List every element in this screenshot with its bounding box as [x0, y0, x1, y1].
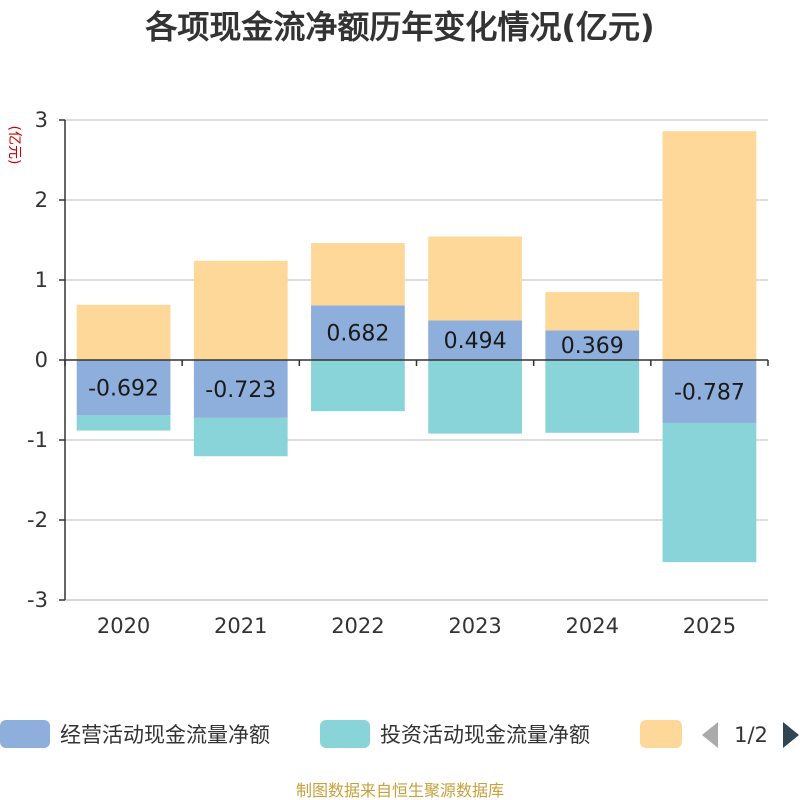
data-label-2024: 0.369 — [561, 334, 624, 359]
y-tick-label: -1 — [27, 428, 48, 452]
legend-label[interactable]: 投资活动现金流量净额 — [380, 723, 590, 747]
bar-series-3-2024[interactable] — [545, 292, 640, 331]
bar-series-1-2020[interactable] — [76, 360, 171, 416]
y-axis-label: (亿元) — [6, 126, 22, 165]
bar-series-2-2023[interactable] — [428, 360, 522, 434]
data-label-2020: -0.692 — [88, 377, 159, 402]
bar-series-1-2022[interactable] — [311, 305, 405, 360]
axes: -3 -2 -1 0 1 2 3 2020 2021 2022 2023 2024 2025 — [27, 108, 769, 638]
bar-series-2-2024[interactable] — [545, 360, 640, 433]
bar-series-1-2024[interactable] — [545, 330, 640, 360]
bar-series-3-2020[interactable] — [76, 304, 171, 360]
y-tick-label: 2 — [35, 188, 48, 212]
legend-swatch[interactable] — [320, 720, 370, 748]
x-tick-label: 2025 — [683, 614, 736, 638]
grid-lines — [65, 119, 768, 601]
data-label-2023: 0.494 — [444, 329, 507, 354]
x-tick-label: 2022 — [331, 614, 384, 638]
x-tick-label: 2020 — [97, 614, 150, 638]
x-tick-label: 2021 — [214, 614, 267, 638]
bar-series-3-2023[interactable] — [428, 236, 522, 321]
y-tick-label: -2 — [27, 508, 48, 532]
x-tick-label: 2024 — [566, 614, 619, 638]
data-label-2021: -0.723 — [205, 378, 276, 403]
bar-series-3-2021[interactable] — [193, 260, 288, 360]
bar-series-2-2025[interactable] — [662, 422, 757, 563]
chart-title: 各项现金流净额历年变化情况(亿元) — [145, 8, 654, 46]
footer-source: 制图数据来自恒生聚源数据库 — [296, 781, 504, 800]
bar-series-1-2025[interactable] — [662, 360, 757, 423]
y-tick-label: 0 — [35, 348, 48, 372]
y-tick-label: -3 — [27, 588, 48, 612]
legend: 经营活动现金流量净额 投资活动现金流量净额 1/2 — [0, 720, 799, 748]
legend-label[interactable]: 经营活动现金流量净额 — [60, 723, 270, 747]
bar-series-2-2020[interactable] — [76, 415, 171, 431]
y-tick-label: 1 — [35, 268, 48, 292]
data-label-2025: -0.787 — [674, 380, 745, 405]
bar-series-3-2022[interactable] — [311, 243, 405, 306]
data-labels: -0.692 -0.723 0.682 0.494 0.369 -0.787 — [88, 322, 745, 406]
legend-swatch[interactable] — [0, 720, 50, 748]
legend-next-icon[interactable] — [783, 722, 799, 748]
legend-swatch[interactable] — [640, 720, 682, 748]
x-tick-label: 2023 — [448, 614, 501, 638]
bar-series-1-2021[interactable] — [193, 360, 288, 418]
bars — [76, 131, 757, 563]
y-tick-label: 3 — [35, 108, 48, 132]
data-label-2022: 0.682 — [326, 322, 389, 347]
legend-page-indicator: 1/2 — [734, 723, 768, 747]
bar-series-1-2023[interactable] — [428, 320, 522, 360]
bar-series-2-2022[interactable] — [311, 360, 405, 412]
legend-prev-icon[interactable] — [702, 722, 718, 748]
bar-series-3-2025[interactable] — [662, 131, 757, 360]
bar-series-2-2021[interactable] — [193, 417, 288, 457]
